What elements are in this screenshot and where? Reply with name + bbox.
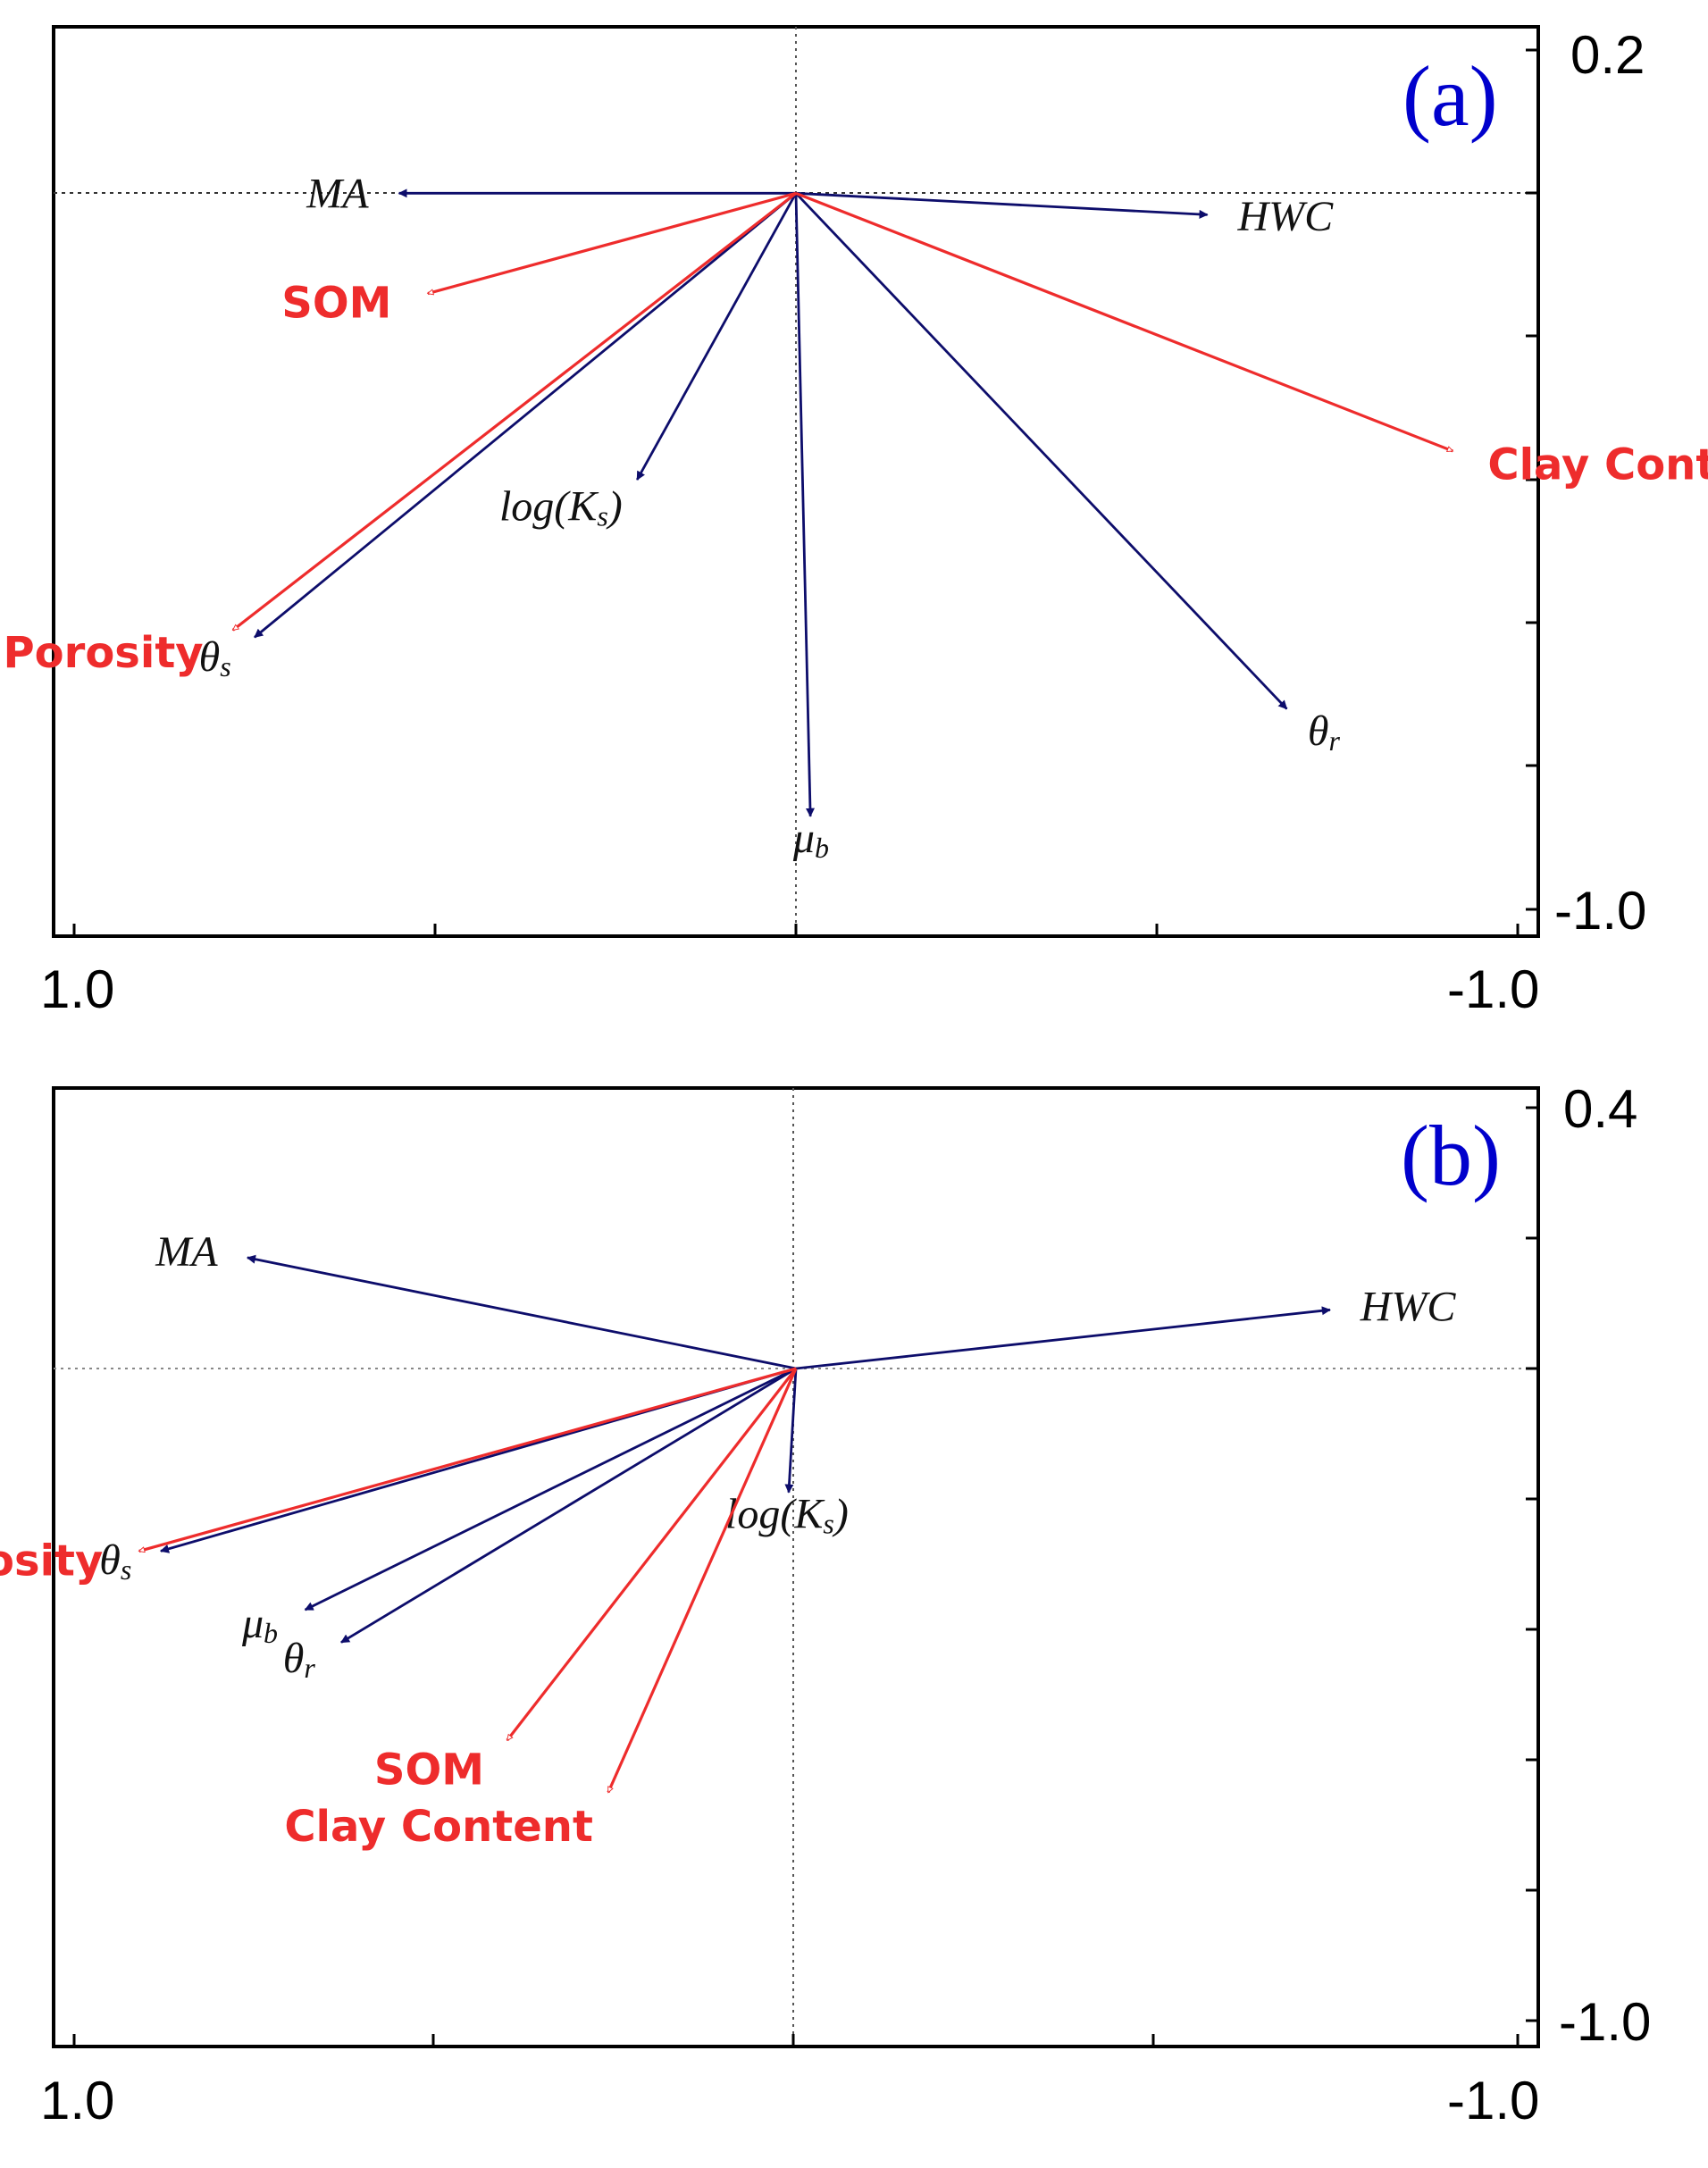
response-label-log-ks: log(Ks) [499, 483, 623, 532]
response-label-ma: MA [155, 1228, 218, 1276]
environment-vector-clay-content [795, 191, 1453, 453]
panel-b-ticks [72, 1106, 1538, 2047]
response-label-s: θs [99, 1536, 131, 1586]
response-vector-hwc [795, 1306, 1331, 1370]
response-label-s: θs [199, 633, 231, 682]
environment-label-clay-content: Clay Content [1487, 439, 1708, 490]
panel-b: 1.0 -1.0 0.4 -1.0 (b) MA HWC log(Ks) θs μbθr… [0, 1079, 1651, 2130]
response-label-ma: MA [306, 170, 369, 217]
response-label-b: μb [792, 815, 829, 864]
panel-a-vectors: MA HWC log(Ks) θs θr μb SOM Clay Content Porosit… [4, 170, 1708, 863]
environment-label-som: SOM [281, 279, 391, 329]
environment-label-clay-content: Clay Content [284, 1802, 593, 1852]
response-vector-ma [246, 1254, 797, 1370]
response-vector-b [304, 1367, 797, 1611]
response-vector-s [254, 192, 797, 639]
panel-a-tag: (a) [1402, 48, 1498, 144]
response-vector-b [794, 193, 815, 817]
response-label-r: θr [1308, 707, 1341, 757]
response-vector-r [340, 1367, 797, 1644]
environment-vector-porosity [139, 1367, 797, 1551]
environment-label-porosity: Porosity [4, 628, 204, 678]
panel-b-x-tick-right: -1.0 [1447, 2071, 1539, 2130]
panel-b-y-tick-top: 0.4 [1563, 1079, 1637, 1139]
environment-label-som: SOM [374, 1745, 484, 1795]
response-vector-r [794, 192, 1288, 710]
response-label-hwc: HWC [1360, 1284, 1457, 1331]
panel-b-tag: (b) [1401, 1108, 1501, 1203]
panel-a-y-tick-top: 0.2 [1570, 25, 1645, 85]
environment-vector-som [428, 191, 797, 293]
response-vector-log-ks [784, 1368, 798, 1494]
panel-a-x-tick-left: 1.0 [40, 959, 114, 1019]
environment-vector-som [506, 1368, 798, 1740]
panel-b-frame [52, 1086, 1540, 2048]
panel-a-x-tick-right: -1.0 [1447, 959, 1539, 1019]
response-label-b: μb [241, 1600, 278, 1649]
panel-a: 1.0 -1.0 0.2 -1.0 (a) MA HWC log(Ks) θs θr μb… [4, 25, 1708, 1019]
response-label-r: θr [283, 1635, 316, 1684]
panel-a-ticks [72, 48, 1538, 936]
panel-b-x-tick-left: 1.0 [40, 2071, 114, 2130]
response-vector-log-ks [636, 192, 798, 481]
panel-b-y-tick-bottom: -1.0 [1559, 1992, 1651, 2052]
response-vector-hwc [795, 191, 1209, 219]
response-label-log-ks: log(Ks) [725, 1491, 849, 1540]
panel-a-y-tick-bottom: -1.0 [1554, 881, 1646, 941]
environment-label-porosity: Porosity [0, 1536, 103, 1586]
environment-vector-clay-content [607, 1368, 798, 1793]
environment-vector-porosity [233, 192, 797, 632]
response-label-hwc: HWC [1237, 193, 1335, 240]
